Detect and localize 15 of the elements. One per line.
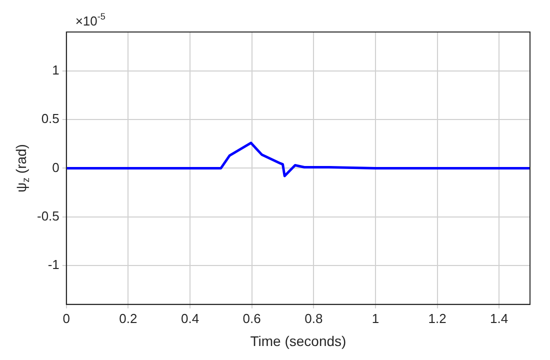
x-tick-label: 1.4 xyxy=(490,310,508,326)
y-tick-label: -0.5 xyxy=(36,208,60,224)
x-tick-label: 0.2 xyxy=(119,310,138,326)
x-tick-label: 0.4 xyxy=(180,310,200,326)
y-tick-label: 1 xyxy=(52,62,60,78)
x-axis-title: Time (seconds) xyxy=(250,332,346,349)
x-tick-label: 1 xyxy=(372,310,380,326)
y-tick-label: 0.5 xyxy=(41,111,60,126)
x-tick-label: 0 xyxy=(62,310,70,326)
x-tick-label: 1.2 xyxy=(428,310,446,326)
x-tick-label: 0.8 xyxy=(304,310,323,326)
y-tick-label: 0 xyxy=(52,160,60,175)
y-axis-title: ψz (rad) xyxy=(12,144,32,192)
y-tick-label: -1 xyxy=(48,257,60,272)
x-tick-label: 0.6 xyxy=(242,310,261,326)
